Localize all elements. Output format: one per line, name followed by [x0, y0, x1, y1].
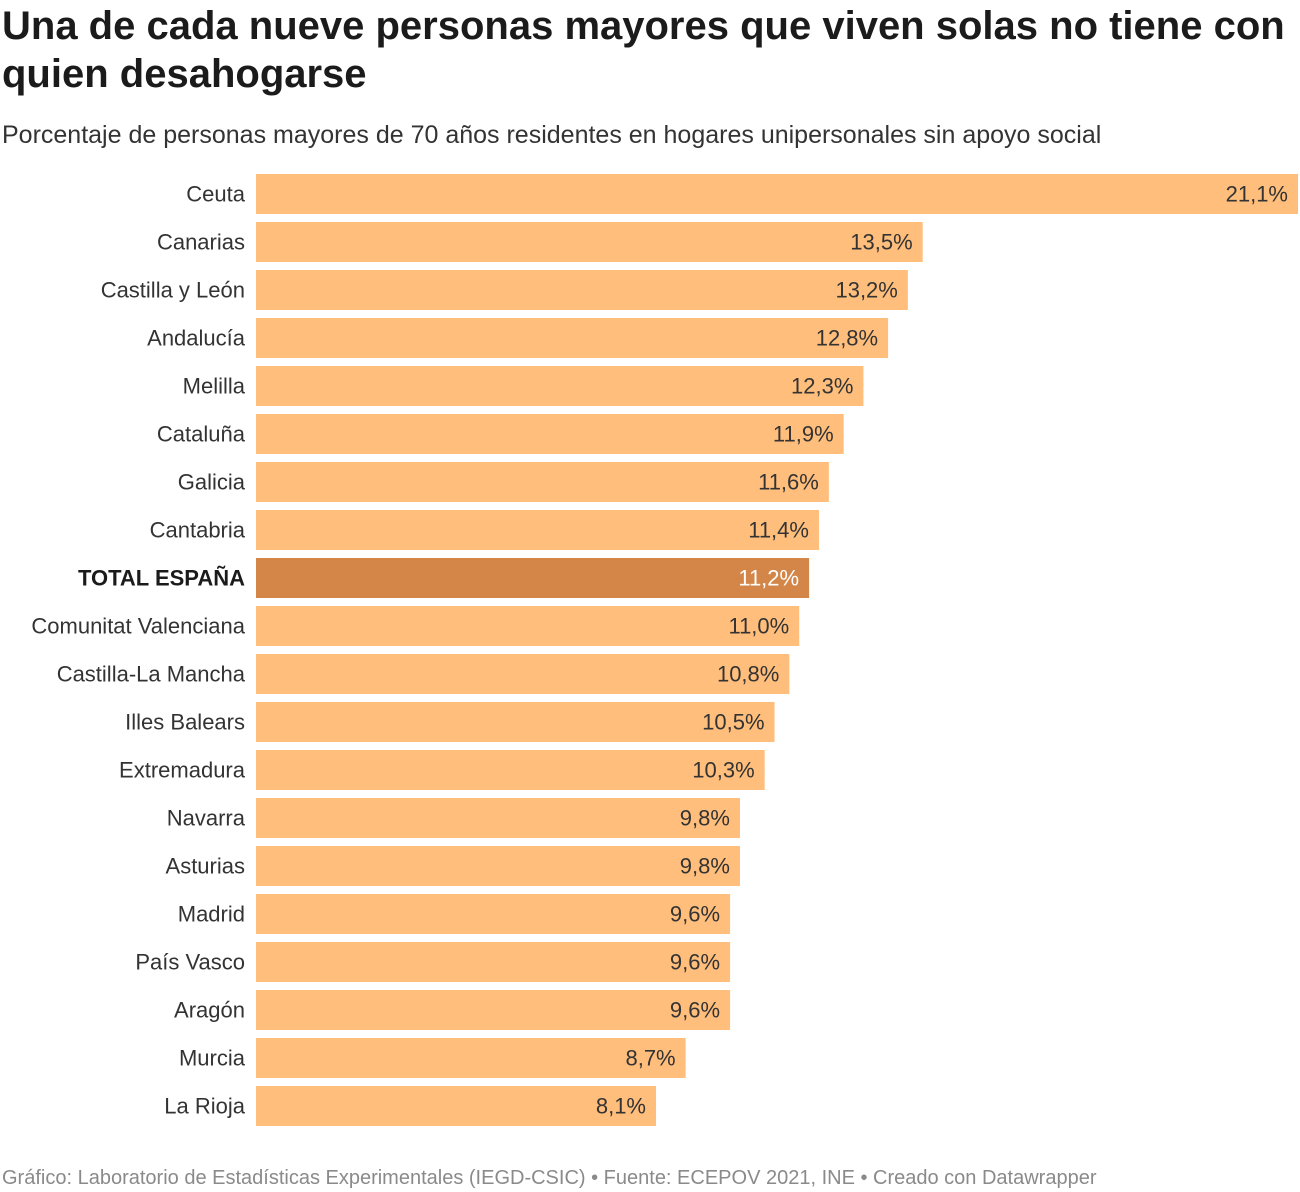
value-label: 8,7% — [625, 1046, 675, 1071]
category-label: Illes Balears — [125, 710, 245, 735]
category-label: Extremadura — [119, 758, 246, 783]
bar-15 — [256, 894, 731, 934]
bar-6 — [256, 462, 829, 502]
bar-11 — [256, 702, 775, 742]
category-label: Canarias — [157, 230, 245, 255]
bar-14 — [256, 846, 740, 886]
bar-3 — [256, 318, 889, 358]
category-label: País Vasco — [135, 950, 245, 975]
value-label: 21,1% — [1226, 182, 1288, 207]
category-label: Cataluña — [157, 422, 246, 447]
category-label: Murcia — [179, 1046, 246, 1071]
category-label: Melilla — [183, 374, 246, 399]
category-label: Castilla-La Mancha — [57, 662, 246, 687]
category-label: Madrid — [178, 902, 245, 927]
category-label: Cantabria — [150, 518, 246, 543]
bar-5 — [256, 414, 844, 454]
value-label: 11,4% — [748, 518, 809, 543]
chart-title: Una de cada nueve personas mayores que v… — [2, 4, 1285, 96]
bar-17 — [256, 990, 731, 1030]
category-label: Andalucía — [147, 326, 246, 351]
category-label: Castilla y León — [101, 278, 245, 303]
chart-subtitle: Porcentaje de personas mayores de 70 año… — [2, 121, 1102, 149]
footer-credit: Gráfico: Laboratorio de Estadísticas Exp… — [2, 1167, 1097, 1189]
category-label: La Rioja — [164, 1094, 245, 1119]
value-label: 13,2% — [835, 278, 897, 303]
value-label: 11,9% — [773, 422, 834, 447]
bar-12 — [256, 750, 765, 790]
bar-4 — [256, 366, 864, 406]
category-label: Galicia — [178, 470, 246, 495]
value-label: 9,6% — [670, 902, 720, 927]
value-label: 11,0% — [728, 614, 789, 639]
bar-16 — [256, 942, 731, 982]
value-label: 9,8% — [680, 854, 730, 879]
bar-8 — [256, 558, 810, 598]
bar-0 — [256, 174, 1298, 214]
value-label: 10,8% — [717, 662, 779, 687]
bar-2 — [256, 270, 908, 310]
value-label: 13,5% — [850, 230, 912, 255]
bar-10 — [256, 654, 790, 694]
value-label: 11,6% — [758, 470, 819, 495]
value-label: 8,1% — [596, 1094, 646, 1119]
bar-7 — [256, 510, 819, 550]
value-label: 12,3% — [791, 374, 853, 399]
category-label: TOTAL ESPAÑA — [78, 566, 245, 591]
bar-13 — [256, 798, 740, 838]
value-label: 10,5% — [702, 710, 764, 735]
bar-19 — [256, 1086, 657, 1126]
value-label: 9,6% — [670, 998, 720, 1023]
category-label: Ceuta — [186, 182, 245, 207]
value-label: 11,2% — [738, 566, 799, 591]
value-label: 10,3% — [692, 758, 754, 783]
bar-chart: Ceuta 21,1% Canarias 13,5% Castilla y León 13… — [0, 170, 1300, 1130]
category-label: Aragón — [174, 998, 245, 1023]
category-label: Asturias — [166, 854, 245, 879]
bar-chart-svg: Ceuta 21,1% Canarias 13,5% Castilla y León 13… — [31, 174, 1298, 1126]
bar-9 — [256, 606, 800, 646]
category-label: Navarra — [167, 806, 246, 831]
value-label: 9,8% — [680, 806, 730, 831]
category-label: Comunitat Valenciana — [31, 614, 245, 639]
bar-1 — [256, 222, 923, 262]
bar-18 — [256, 1038, 686, 1078]
value-label: 12,8% — [816, 326, 878, 351]
value-label: 9,6% — [670, 950, 720, 975]
